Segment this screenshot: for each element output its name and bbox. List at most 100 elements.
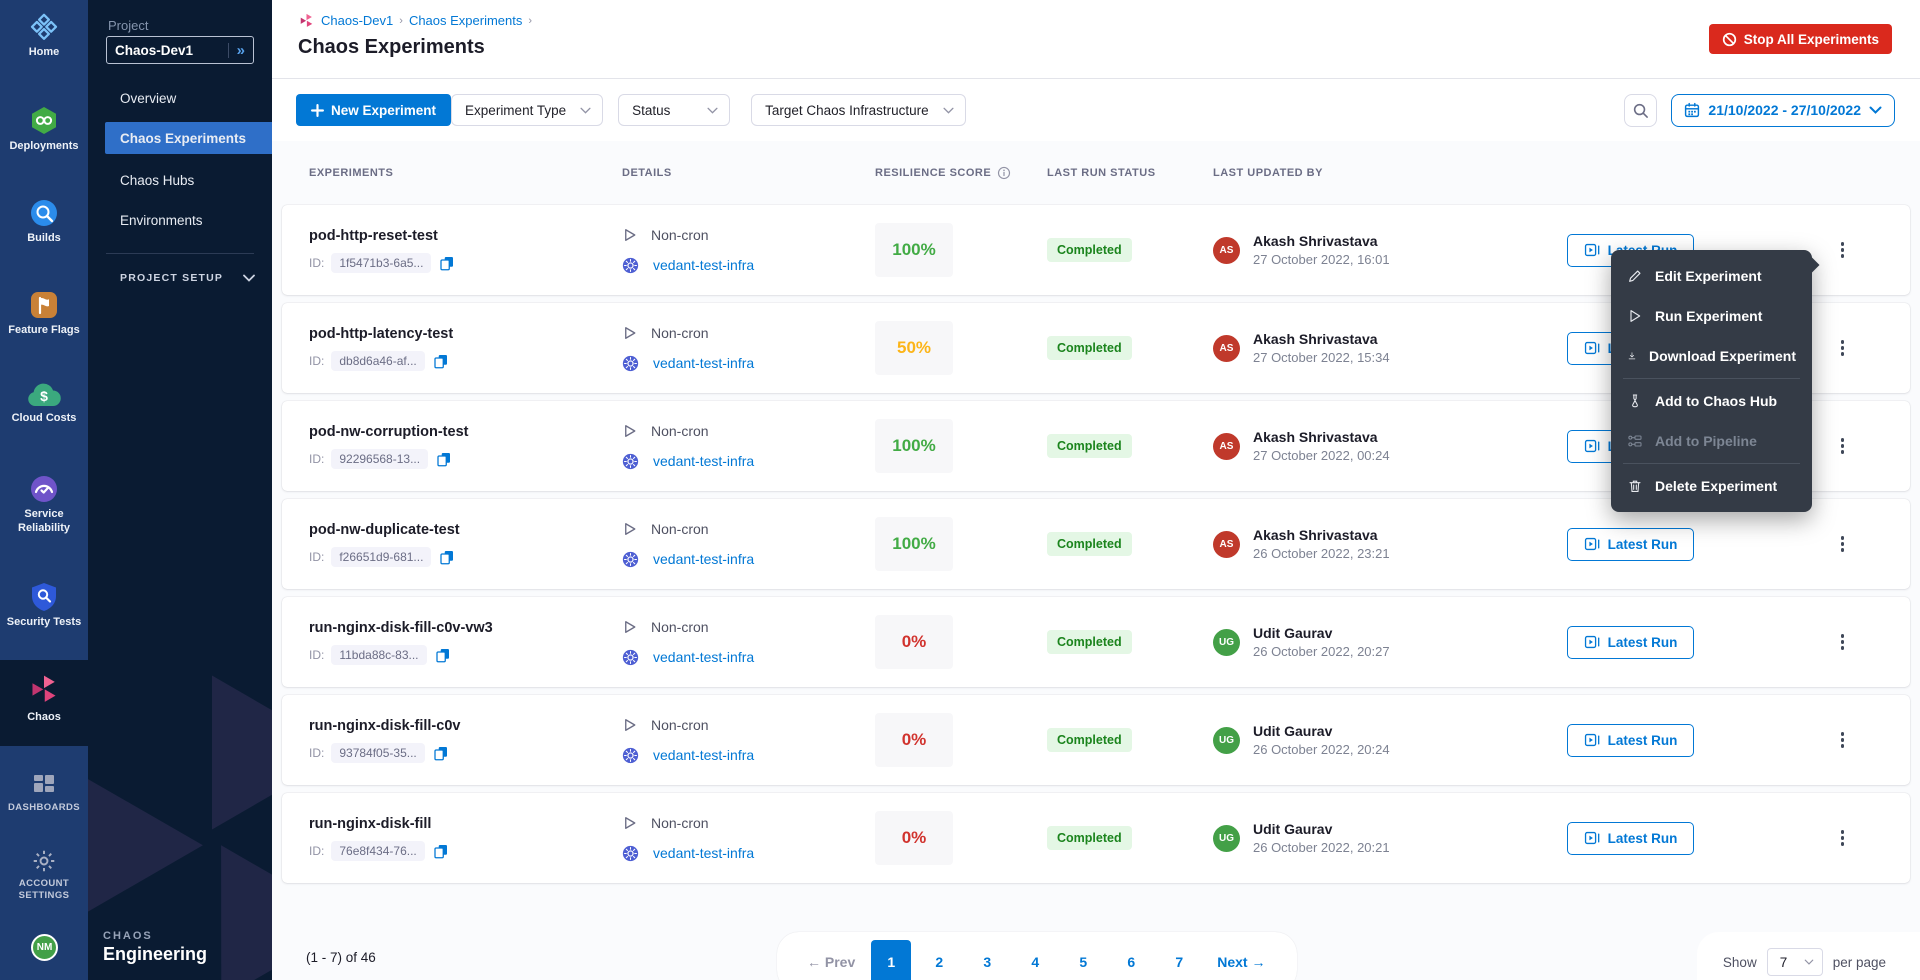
menu-item-download-experiment[interactable]: Download Experiment — [1611, 336, 1812, 376]
page-button-7[interactable]: 7 — [1159, 940, 1199, 980]
updated-date: 26 October 2022, 20:21 — [1253, 840, 1390, 855]
per-page-select[interactable]: 7 — [1767, 948, 1823, 976]
row-menu-kebab-icon[interactable] — [1837, 824, 1849, 852]
rail-item-deployments[interactable]: Deployments — [0, 106, 88, 154]
infrastructure-link[interactable]: vedant-test-infra — [653, 355, 754, 371]
resilience-score: 50% — [875, 321, 953, 375]
latest-run-button[interactable]: Latest Run — [1567, 724, 1694, 757]
project-selector[interactable]: Chaos-Dev1 » — [106, 36, 254, 64]
table-row[interactable]: run-nginx-disk-fill-c0v-vw3 ID:11bda88c-… — [282, 597, 1910, 687]
sidebar-item-overview[interactable]: Overview — [88, 82, 272, 114]
infrastructure-link[interactable]: vedant-test-infra — [653, 551, 754, 567]
rail-item-builds[interactable]: Builds — [0, 198, 88, 246]
table-row[interactable]: run-nginx-disk-fill-c0v ID:93784f05-35..… — [282, 695, 1910, 785]
table-header: EXPERIMENTS DETAILS RESILIENCE SCORE LAS… — [272, 141, 1920, 205]
table-row[interactable]: run-nginx-disk-fill ID:76e8f434-76... No… — [282, 793, 1910, 883]
copy-icon[interactable] — [435, 450, 453, 468]
user-avatar[interactable]: NM — [31, 934, 58, 961]
updated-date: 26 October 2022, 20:27 — [1253, 644, 1390, 659]
table-row[interactable]: pod-nw-duplicate-test ID:f26651d9-681...… — [282, 499, 1910, 589]
date-range-picker[interactable]: 21/10/2022 - 27/10/2022 — [1671, 94, 1895, 127]
copy-icon[interactable] — [432, 744, 450, 762]
avatar: AS — [1213, 531, 1240, 558]
menu-item-run-experiment[interactable]: Run Experiment — [1611, 296, 1812, 336]
latest-run-button[interactable]: Latest Run — [1567, 822, 1694, 855]
rail-item-security-tests[interactable]: Security Tests — [0, 582, 88, 630]
next-page-button[interactable]: Next → — [1203, 954, 1279, 970]
latest-run-icon — [1584, 634, 1601, 650]
row-menu-kebab-icon[interactable] — [1837, 334, 1849, 362]
latest-run-button[interactable]: Latest Run — [1567, 528, 1694, 561]
copy-icon[interactable] — [432, 352, 450, 370]
page-button-4[interactable]: 4 — [1015, 940, 1055, 980]
menu-item-edit-experiment[interactable]: Edit Experiment — [1611, 256, 1812, 296]
rail-item-dashboards[interactable]: DASHBOARDS — [0, 772, 88, 814]
plus-icon — [311, 104, 324, 117]
infrastructure-link[interactable]: vedant-test-infra — [653, 649, 754, 665]
rail-item-home[interactable]: Home — [0, 12, 88, 60]
status-filter[interactable]: Status — [618, 94, 730, 126]
target-infrastructure-filter[interactable]: Target Chaos Infrastructure — [751, 94, 966, 126]
latest-run-button[interactable]: Latest Run — [1567, 626, 1694, 659]
project-setup-toggle[interactable]: PROJECT SETUP — [120, 272, 255, 284]
gear-icon — [31, 848, 57, 874]
row-menu-kebab-icon[interactable] — [1837, 628, 1849, 656]
search-button[interactable] — [1624, 94, 1657, 127]
resilience-score: 100% — [875, 223, 953, 277]
calendar-icon — [1684, 102, 1700, 118]
row-menu-kebab-icon[interactable] — [1837, 236, 1849, 264]
menu-item-add-to-pipeline[interactable]: Add to Pipeline — [1611, 421, 1812, 461]
chevron-down-icon — [1869, 106, 1882, 114]
chevron-down-icon — [243, 274, 255, 282]
infrastructure-link[interactable]: vedant-test-infra — [653, 747, 754, 763]
infrastructure-link[interactable]: vedant-test-infra — [653, 845, 754, 861]
latest-run-icon — [1584, 536, 1601, 552]
experiment-name: run-nginx-disk-fill-c0v-vw3 — [309, 620, 622, 636]
breadcrumb-project-link[interactable]: Chaos-Dev1 — [321, 13, 393, 28]
resilience-score: 0% — [875, 615, 953, 669]
user-name: Udit Gaurav — [1253, 821, 1390, 837]
infrastructure-icon — [622, 355, 639, 372]
row-menu-kebab-icon[interactable] — [1837, 530, 1849, 558]
new-experiment-button[interactable]: New Experiment — [296, 94, 451, 126]
experiment-type: Non-cron — [651, 325, 709, 341]
rail-item-chaos[interactable]: Chaos — [0, 660, 88, 746]
menu-item-add-to-chaos-hub[interactable]: Add to Chaos Hub — [1611, 381, 1812, 421]
sidebar-item-environments[interactable]: Environments — [88, 204, 272, 236]
sidebar-item-chaos-experiments[interactable]: Chaos Experiments — [105, 122, 272, 154]
row-menu-kebab-icon[interactable] — [1837, 432, 1849, 460]
page-button-2[interactable]: 2 — [919, 940, 959, 980]
avatar: UG — [1213, 825, 1240, 852]
expand-selector-icon[interactable]: » — [228, 43, 245, 58]
rail-item-service-reliability[interactable]: Service Reliability — [0, 474, 88, 536]
copy-icon[interactable] — [432, 842, 450, 860]
rail-item-cloud-costs[interactable]: $ Cloud Costs — [0, 382, 88, 426]
experiment-type-filter[interactable]: Experiment Type — [451, 94, 603, 126]
security-tests-icon — [30, 582, 58, 612]
info-icon[interactable] — [997, 166, 1011, 180]
page-button-1[interactable]: 1 — [871, 940, 911, 980]
latest-run-icon — [1584, 732, 1601, 748]
rail-item-feature-flags[interactable]: Feature Flags — [0, 290, 88, 338]
prev-page-button[interactable]: ← Prev — [795, 954, 867, 970]
module-footer: CHAOS Engineering — [103, 930, 207, 965]
infrastructure-link[interactable]: vedant-test-infra — [653, 453, 754, 469]
rail-item-account-settings[interactable]: ACCOUNT SETTINGS — [0, 848, 88, 902]
page-button-5[interactable]: 5 — [1063, 940, 1103, 980]
sidebar-item-chaos-hubs[interactable]: Chaos Hubs — [88, 164, 272, 196]
page-button-3[interactable]: 3 — [967, 940, 1007, 980]
copy-icon[interactable] — [434, 646, 452, 664]
pagination-summary: (1 - 7) of 46 — [306, 950, 376, 965]
menu-item-delete-experiment[interactable]: Delete Experiment — [1611, 466, 1812, 506]
chaos-watermark-icon — [88, 630, 272, 980]
experiment-id: db8d6a46-af... — [331, 351, 424, 371]
play-icon — [622, 423, 637, 439]
infrastructure-link[interactable]: vedant-test-infra — [653, 257, 754, 273]
breadcrumb-experiments-link[interactable]: Chaos Experiments — [409, 13, 522, 28]
row-menu-kebab-icon[interactable] — [1837, 726, 1849, 754]
stop-all-experiments-button[interactable]: Stop All Experiments — [1709, 24, 1892, 54]
copy-icon[interactable] — [438, 548, 456, 566]
page-button-6[interactable]: 6 — [1111, 940, 1151, 980]
copy-icon[interactable] — [438, 254, 456, 272]
stop-icon — [1722, 32, 1737, 47]
